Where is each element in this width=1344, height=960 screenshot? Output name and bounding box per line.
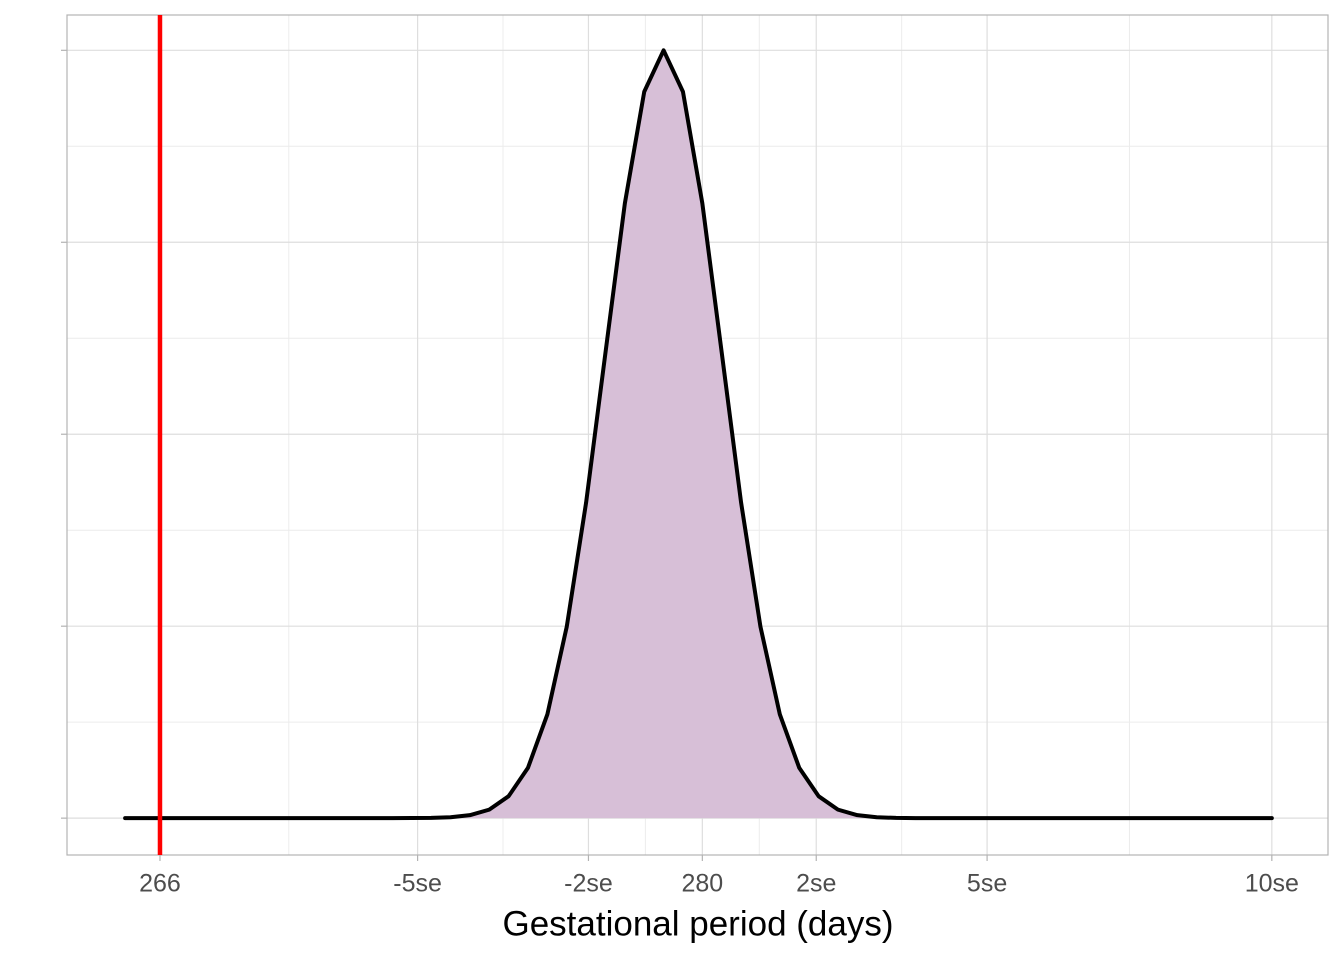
x-tick-label: 10se bbox=[1245, 870, 1299, 898]
x-tick-label: 280 bbox=[681, 870, 723, 898]
x-tick-label: 266 bbox=[139, 870, 181, 898]
x-tick-label: 2se bbox=[796, 870, 836, 898]
panel-border bbox=[66, 14, 1329, 856]
x-tick-label: -2se bbox=[564, 870, 613, 898]
density-line bbox=[123, 48, 1274, 821]
x-tick-label: 5se bbox=[967, 870, 1007, 898]
x-tick-label: -5se bbox=[393, 870, 442, 898]
x-axis-title: Gestational period (days) bbox=[502, 904, 893, 943]
area-fill bbox=[125, 50, 1272, 819]
